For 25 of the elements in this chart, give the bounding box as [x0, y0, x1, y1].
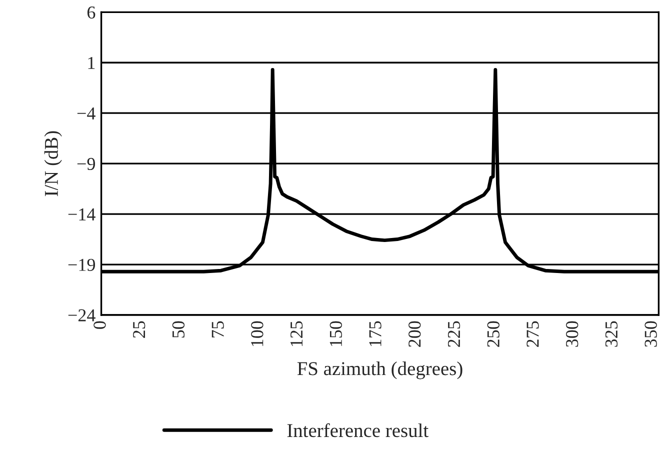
x-tick-label: 50	[172, 321, 185, 338]
x-axis-title: FS azimuth (degrees)	[297, 362, 462, 380]
x-tick-label: 25	[133, 321, 146, 338]
y-tick-label: 6	[87, 6, 96, 19]
x-tick-label: 275	[526, 321, 539, 347]
y-tick-label: −14	[68, 208, 96, 220]
y-tick-label: −9	[77, 158, 95, 170]
x-tick-label: 300	[566, 321, 578, 347]
x-tick-label: 0	[94, 321, 106, 329]
y-tick-label: −24	[68, 309, 96, 322]
x-tick-label: 250	[487, 321, 500, 347]
x-tick-label: 175	[369, 321, 382, 346]
x-tick-label: 150	[330, 321, 342, 346]
y-tick-label: −4	[77, 107, 96, 120]
x-tick-label: 200	[408, 321, 421, 347]
text: Interference result	[287, 423, 428, 438]
x-tick-label: 125	[290, 321, 303, 346]
y-tick-label: −19	[68, 258, 95, 271]
x-tick-label: 350	[644, 321, 657, 347]
x-tick-label: 225	[448, 321, 460, 347]
x-tick-label: 75	[212, 321, 224, 338]
y-axis-title: I/N (dB)	[44, 131, 62, 196]
x-tick-label: 325	[605, 321, 618, 347]
x-tick-label: 100	[251, 321, 264, 346]
y-tick-label: 1	[88, 56, 95, 69]
